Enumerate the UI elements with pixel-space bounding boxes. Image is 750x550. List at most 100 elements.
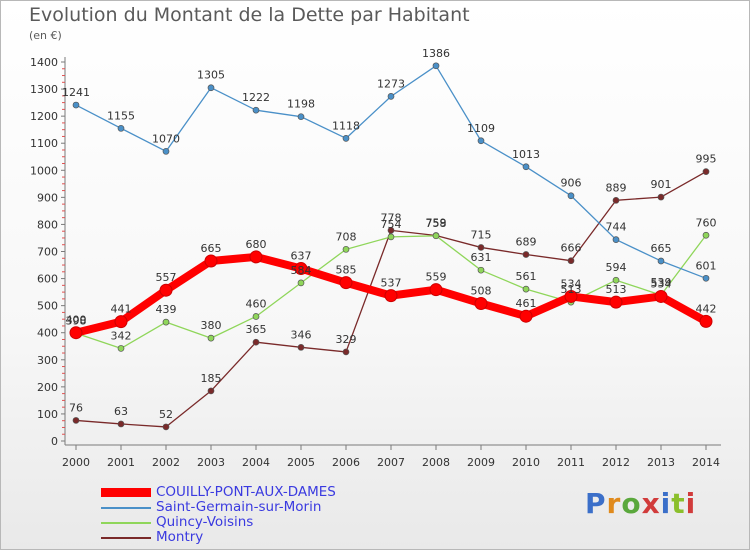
data-label: 63 — [114, 405, 128, 418]
data-point — [207, 84, 215, 92]
data-label: 52 — [159, 408, 173, 421]
data-point — [252, 313, 260, 320]
data-label: 460 — [246, 297, 267, 310]
data-label: 534 — [651, 277, 672, 290]
y-tick-label: 1200 — [30, 110, 58, 123]
y-tick-label: 800 — [37, 218, 58, 231]
data-point — [387, 233, 395, 241]
data-point — [207, 387, 215, 395]
data-label: 744 — [606, 221, 627, 234]
data-label: 342 — [111, 329, 132, 342]
data-label: 1198 — [287, 98, 315, 111]
legend-label: Montry — [156, 529, 204, 545]
legend-swatch — [101, 507, 151, 509]
x-tick-label: 2011 — [557, 456, 585, 469]
y-tick-label: 400 — [37, 327, 58, 340]
data-point — [432, 62, 440, 70]
y-tick-label: 1400 — [30, 56, 58, 69]
data-label: 758 — [426, 217, 447, 230]
data-point — [117, 124, 125, 132]
y-tick-label: 500 — [37, 300, 58, 313]
data-label: 365 — [246, 323, 267, 336]
x-tick-label: 2002 — [152, 456, 180, 469]
chart-title: Evolution du Montant de la Dette par Hab… — [29, 4, 470, 26]
data-point — [114, 315, 128, 329]
data-label: 380 — [201, 319, 222, 332]
data-point — [522, 163, 530, 171]
data-label: 559 — [426, 271, 447, 284]
data-point — [297, 343, 305, 351]
y-tick-label: 600 — [37, 273, 58, 286]
data-point — [159, 283, 173, 297]
data-label: 760 — [696, 216, 717, 229]
data-label: 537 — [381, 277, 402, 290]
brand-letter: r — [606, 487, 622, 520]
y-tick-label: 300 — [37, 354, 58, 367]
y-tick-label: 1100 — [30, 137, 58, 150]
data-point — [342, 134, 350, 142]
data-point — [429, 283, 443, 297]
x-tick-label: 2014 — [692, 456, 720, 469]
data-point — [567, 257, 575, 265]
legend-swatch — [101, 537, 151, 539]
data-label: 329 — [336, 333, 357, 346]
data-label: 584 — [291, 264, 312, 277]
data-label: 665 — [201, 242, 222, 255]
data-label: 585 — [336, 264, 357, 277]
x-tick-label: 2013 — [647, 456, 675, 469]
data-label: 557 — [156, 271, 177, 284]
data-label: 665 — [651, 242, 672, 255]
data-label: 1222 — [242, 91, 270, 104]
data-point — [474, 296, 488, 310]
data-label: 508 — [471, 284, 492, 297]
data-label: 1241 — [62, 86, 90, 99]
brand-logo: Proxiti — [585, 487, 696, 520]
data-point — [477, 266, 485, 274]
data-point — [657, 257, 665, 265]
data-point — [387, 227, 395, 234]
axes: 0 100 200 300 400 500 600 700 800 900 1000 1100 1200… — [30, 56, 721, 469]
data-point — [162, 318, 170, 326]
data-label: 754 — [381, 218, 402, 231]
data-label: 689 — [516, 235, 537, 248]
data-label: 680 — [246, 238, 267, 251]
brand-letter: i — [685, 487, 697, 520]
x-tick-label: 2012 — [602, 456, 630, 469]
legend-label: Quincy-Voisins — [156, 514, 254, 530]
data-point — [654, 289, 668, 303]
y-tick-label: 700 — [37, 246, 58, 259]
data-label: 513 — [606, 283, 627, 296]
x-tick-label: 2006 — [332, 456, 360, 469]
data-point — [702, 168, 710, 175]
brand-letter: P — [585, 487, 607, 520]
x-tick-label: 2001 — [107, 456, 135, 469]
data-label: 561 — [516, 270, 537, 283]
data-point — [609, 295, 623, 309]
data-label: 539 — [651, 276, 672, 289]
series-couilly-pont-aux-dames — [69, 250, 713, 340]
data-label: 1109 — [467, 122, 495, 135]
data-labels-layer: 76 63 52 185 365 346 329 778 759 715 689 666 889 901 9… — [62, 47, 717, 421]
data-point — [117, 420, 125, 428]
data-label: 1070 — [152, 132, 180, 145]
legend-swatch — [101, 522, 151, 524]
data-label: 461 — [516, 297, 537, 310]
x-tick-label: 2010 — [512, 456, 540, 469]
data-label: 906 — [561, 177, 582, 190]
series-layer — [69, 62, 713, 431]
data-point — [702, 231, 710, 239]
y-tick-label: 1300 — [30, 83, 58, 96]
series-saint-germain-sur-morin — [72, 62, 710, 282]
data-label: 1273 — [377, 77, 405, 90]
y-tick-label: 900 — [37, 191, 58, 204]
data-label: 901 — [651, 178, 672, 191]
data-point — [567, 192, 575, 200]
brand-letter: o — [621, 487, 642, 520]
data-label: 1305 — [197, 69, 225, 82]
data-point — [702, 274, 710, 282]
data-label: 995 — [696, 153, 717, 166]
data-point — [162, 147, 170, 155]
data-point — [522, 251, 530, 258]
